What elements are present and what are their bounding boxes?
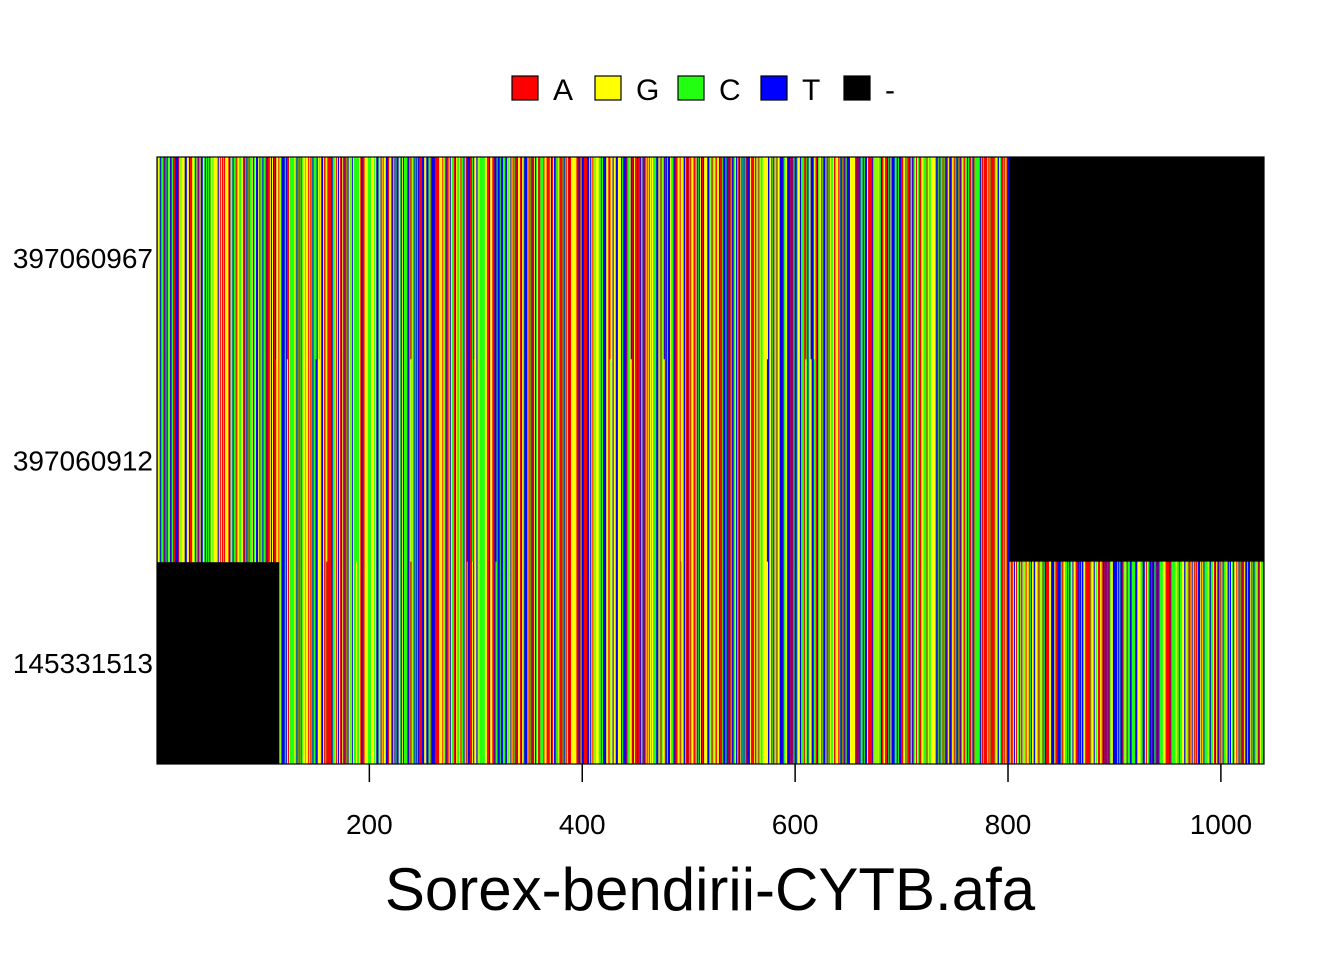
y-tick-label-0: 397060967 [13,243,153,274]
sequence-row-145331513 [279,561,1265,765]
y-tick-label-2: 145331513 [13,648,153,679]
legend-swatch-0 [511,75,539,101]
x-tick-label-1: 400 [559,809,606,840]
legend-swatch-3 [760,75,788,101]
sequence-row-397060967 [157,157,1009,360]
legend-label-3: T [802,74,820,107]
legend-label-4: - [885,74,895,107]
legend-label-2: C [719,74,741,107]
legend-label-1: G [636,74,659,107]
legend-swatch-4 [843,75,871,101]
legend-swatch-1 [594,75,622,101]
x-axis: 200 400 600 800 1000 [346,764,1252,840]
legend-swatch-2 [677,75,705,101]
x-tick-label-0: 200 [346,809,393,840]
chart-title: Sorex-bendirii-CYTB.afa [385,856,1036,923]
x-tick-label-2: 600 [772,809,819,840]
x-tick-label-4: 1000 [1190,809,1252,840]
y-axis: 397060967 397060912 145331513 [13,243,153,679]
y-tick-label-1: 397060912 [13,446,153,477]
alignment-plot-area [156,156,1265,765]
x-tick-label-3: 800 [985,809,1032,840]
sequence-row-397060912 [157,359,1009,563]
plot-frame [156,156,1265,765]
legend-label-0: A [553,74,573,107]
